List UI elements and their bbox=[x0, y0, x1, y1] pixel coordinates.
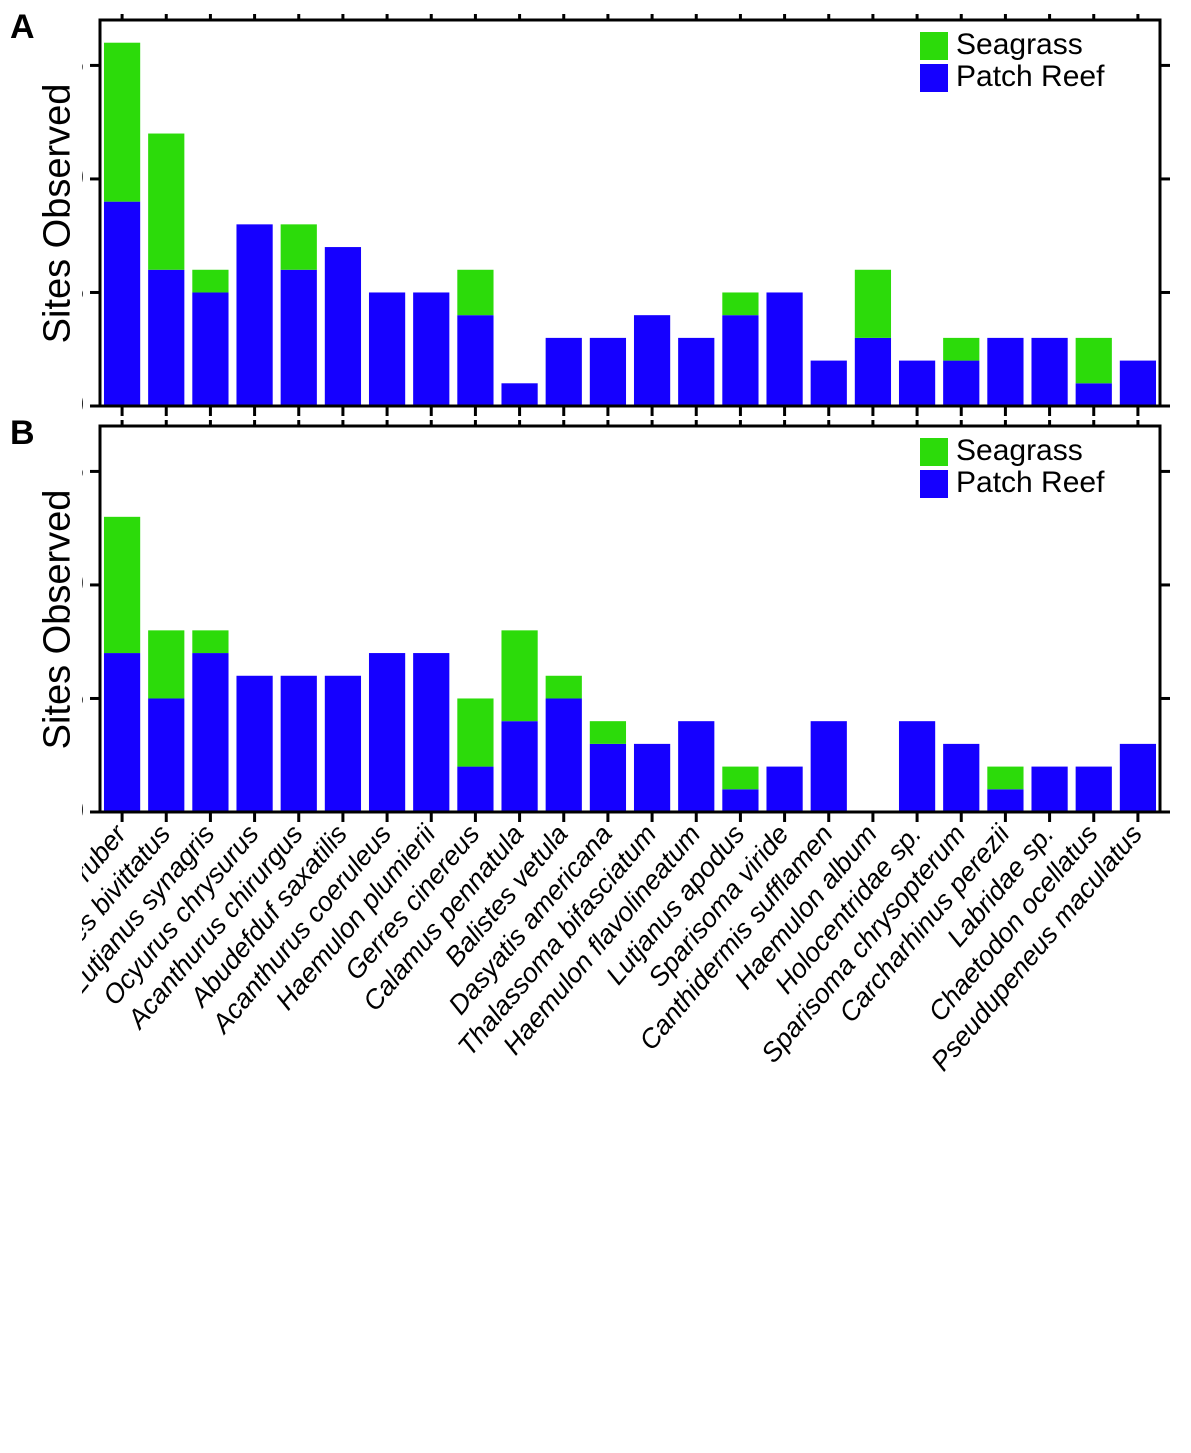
figure: A Sites Observed 051015SeagrassPatch Ree… bbox=[10, 10, 1181, 1442]
panel-a-row: A Sites Observed 0 5 10 15 SeagrassPatch Ree… bbox=[10, 10, 1181, 416]
legend-label: Seagrass bbox=[956, 434, 1083, 467]
bar-patch-reef bbox=[104, 202, 140, 406]
ytick-label: 15 bbox=[82, 453, 84, 486]
bar-patch-reef bbox=[1120, 744, 1156, 812]
bar-patch-reef bbox=[634, 315, 670, 406]
bar-seagrass bbox=[546, 676, 582, 699]
bar-patch-reef bbox=[943, 744, 979, 812]
bar-seagrass bbox=[722, 292, 758, 315]
ylabel-col-a: Sites Observed bbox=[34, 10, 82, 416]
ylabel-b: Sites Observed bbox=[37, 489, 80, 749]
bar-seagrass bbox=[855, 270, 891, 338]
bar-patch-reef bbox=[811, 721, 847, 812]
bar-seagrass bbox=[501, 630, 537, 721]
bar-patch-reef bbox=[192, 292, 228, 406]
bar-patch-reef bbox=[766, 292, 802, 406]
bar-patch-reef bbox=[369, 653, 405, 812]
bar-patch-reef bbox=[148, 270, 184, 406]
panel-label-a: A bbox=[10, 10, 34, 44]
bar-patch-reef bbox=[281, 270, 317, 406]
panel-label-b: B bbox=[10, 416, 34, 450]
bar-seagrass bbox=[281, 224, 317, 269]
bar-patch-reef bbox=[369, 292, 405, 406]
legend: SeagrassPatch Reef bbox=[920, 434, 1105, 499]
bar-seagrass bbox=[192, 630, 228, 653]
bar-seagrass bbox=[104, 43, 140, 202]
bar-seagrass bbox=[590, 721, 626, 744]
bar-patch-reef bbox=[1076, 383, 1112, 406]
bar-patch-reef bbox=[987, 338, 1023, 406]
bar-patch-reef bbox=[678, 721, 714, 812]
chart-b: 0 5 10 15 SeagrassPatch Reef bbox=[82, 416, 1178, 822]
ytick-label: 10 bbox=[82, 567, 84, 600]
bar-patch-reef bbox=[413, 292, 449, 406]
bar-patch-reef bbox=[1120, 361, 1156, 406]
bar-patch-reef bbox=[236, 676, 272, 812]
bar-seagrass bbox=[457, 270, 493, 315]
bar-patch-reef bbox=[546, 338, 582, 406]
bar-patch-reef bbox=[546, 698, 582, 812]
ylabel-a: Sites Observed bbox=[37, 83, 80, 343]
bar-seagrass bbox=[148, 630, 184, 698]
legend-swatch bbox=[920, 32, 948, 60]
bar-patch-reef bbox=[325, 676, 361, 812]
panel-b-row: B Sites Observed 0 5 10 15 SeagrassPatch Ree… bbox=[10, 416, 1181, 822]
legend: SeagrassPatch Reef bbox=[920, 28, 1105, 93]
bar-patch-reef bbox=[457, 315, 493, 406]
bar-patch-reef bbox=[590, 744, 626, 812]
bar-patch-reef bbox=[413, 653, 449, 812]
legend-label: Patch Reef bbox=[956, 60, 1105, 93]
ytick-label: 0 bbox=[82, 794, 84, 822]
bar-patch-reef bbox=[325, 247, 361, 406]
bar-seagrass bbox=[943, 338, 979, 361]
bar-patch-reef bbox=[766, 767, 802, 812]
bar-patch-reef bbox=[501, 383, 537, 406]
bar-patch-reef bbox=[590, 338, 626, 406]
bar-seagrass bbox=[1076, 338, 1112, 383]
xlabels-svg: Caranx ruberHalichoeres bivittatusLutjan… bbox=[82, 822, 1178, 1442]
legend-swatch bbox=[920, 470, 948, 498]
bar-seagrass bbox=[148, 134, 184, 270]
bar-seagrass bbox=[722, 767, 758, 790]
xlabels-col: Caranx ruberHalichoeres bivittatusLutjan… bbox=[82, 822, 1178, 1442]
ytick-label: 15 bbox=[82, 47, 84, 80]
bar-patch-reef bbox=[722, 315, 758, 406]
bar-patch-reef bbox=[501, 721, 537, 812]
ylabel-col-b: Sites Observed bbox=[34, 416, 82, 822]
ytick-label: 10 bbox=[82, 161, 84, 194]
bar-patch-reef bbox=[943, 361, 979, 406]
bar-patch-reef bbox=[192, 653, 228, 812]
xlabels-row: Caranx ruberHalichoeres bivittatusLutjan… bbox=[10, 822, 1181, 1442]
chart-svg-a: 0 5 10 15 SeagrassPatch Reef bbox=[82, 10, 1178, 416]
bar-patch-reef bbox=[634, 744, 670, 812]
bar-patch-reef bbox=[1076, 767, 1112, 812]
bar-patch-reef bbox=[1031, 767, 1067, 812]
chart-svg-b: 0 5 10 15 SeagrassPatch Reef bbox=[82, 416, 1178, 822]
bar-patch-reef bbox=[855, 338, 891, 406]
bar-seagrass bbox=[457, 698, 493, 766]
bar-seagrass bbox=[104, 517, 140, 653]
bar-patch-reef bbox=[987, 789, 1023, 812]
bar-patch-reef bbox=[811, 361, 847, 406]
legend-label: Seagrass bbox=[956, 28, 1083, 61]
bar-patch-reef bbox=[281, 676, 317, 812]
bar-patch-reef bbox=[104, 653, 140, 812]
bar-patch-reef bbox=[457, 767, 493, 812]
bar-patch-reef bbox=[722, 789, 758, 812]
legend-swatch bbox=[920, 438, 948, 466]
legend-label: Patch Reef bbox=[956, 466, 1105, 499]
bar-patch-reef bbox=[899, 361, 935, 406]
bar-patch-reef bbox=[148, 698, 184, 812]
bar-patch-reef bbox=[236, 224, 272, 406]
chart-a: 0 5 10 15 SeagrassPatch Reef bbox=[82, 10, 1178, 416]
bar-patch-reef bbox=[678, 338, 714, 406]
bar-seagrass bbox=[987, 767, 1023, 790]
ytick-label: 0 bbox=[82, 388, 84, 416]
bar-seagrass bbox=[192, 270, 228, 293]
bar-patch-reef bbox=[899, 721, 935, 812]
ytick-label: 5 bbox=[82, 680, 84, 713]
ytick-label: 5 bbox=[82, 274, 84, 307]
bar-patch-reef bbox=[1031, 338, 1067, 406]
legend-swatch bbox=[920, 64, 948, 92]
